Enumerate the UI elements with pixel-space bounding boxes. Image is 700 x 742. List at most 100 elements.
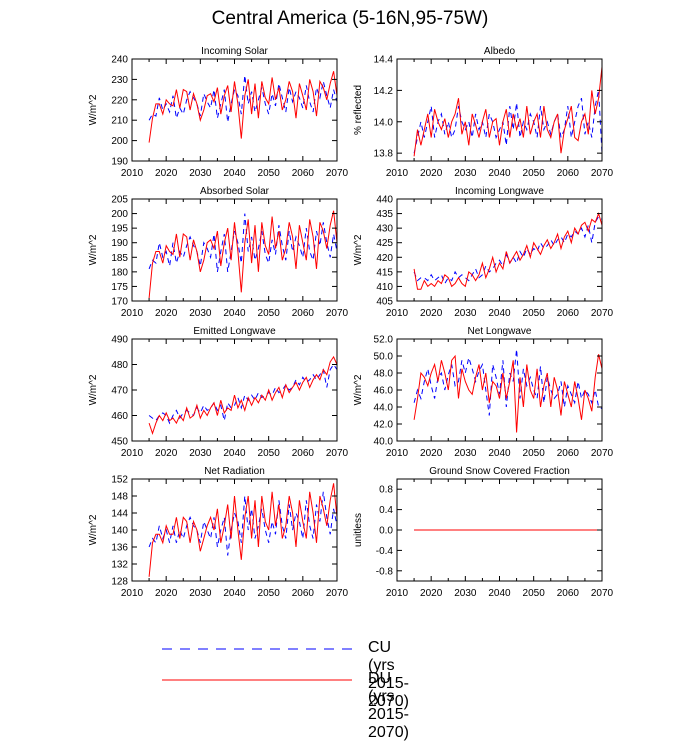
y-tick-label: 0.0 — [379, 526, 393, 537]
legend-label-du: DU (yrs 2015-2070) — [368, 670, 409, 741]
x-tick-label: 2010 — [386, 308, 409, 319]
y-tick-label: 200 — [111, 209, 128, 220]
x-tick-label: 2070 — [591, 308, 614, 319]
plot-frame — [131, 198, 338, 302]
plot-frame — [396, 338, 603, 442]
panel-title: Ground Snow Covered Fraction — [429, 466, 570, 477]
x-tick-label: 2030 — [454, 168, 477, 179]
series-line-du — [148, 483, 337, 577]
x-tick-label: 2020 — [155, 448, 178, 459]
x-tick-label: 2040 — [223, 308, 246, 319]
y-tick-label: 148 — [111, 492, 128, 503]
y-tick-label: 132 — [111, 560, 128, 571]
x-tick-label: 2050 — [523, 168, 546, 179]
y-tick-label: 450 — [111, 437, 128, 448]
x-tick-label: 2070 — [591, 168, 614, 179]
x-tick-label: 2040 — [223, 448, 246, 459]
y-tick-label: 48.0 — [374, 369, 394, 380]
panel-title: Net Longwave — [468, 326, 532, 337]
y-tick-label: 14.4 — [374, 55, 394, 66]
x-tick-label: 2070 — [326, 588, 349, 599]
y-tick-label: 14.0 — [374, 117, 394, 128]
y-tick-label: 170 — [111, 297, 128, 308]
x-tick-label: 2070 — [591, 588, 614, 599]
y-axis-label: unitless — [353, 513, 364, 547]
x-tick-label: 2050 — [258, 168, 281, 179]
x-tick-label: 2040 — [223, 168, 246, 179]
x-tick-label: 2050 — [523, 308, 546, 319]
y-tick-label: 195 — [111, 224, 128, 235]
x-tick-label: 2010 — [121, 448, 144, 459]
series-line-cu — [148, 363, 337, 425]
plot-frame — [131, 338, 338, 442]
y-tick-label: 415 — [376, 267, 393, 278]
series-line-du — [148, 71, 337, 143]
panel-title: Incoming Longwave — [455, 186, 544, 197]
series-line-cu — [148, 75, 337, 123]
x-tick-label: 2020 — [420, 588, 443, 599]
x-tick-label: 2070 — [591, 448, 614, 459]
series-line-du — [413, 66, 602, 157]
x-tick-label: 2040 — [488, 308, 511, 319]
y-tick-label: 460 — [111, 411, 128, 422]
y-tick-label: 425 — [376, 238, 393, 249]
x-tick-label: 2030 — [189, 448, 212, 459]
x-tick-label: 2030 — [454, 308, 477, 319]
legend-samples — [162, 648, 352, 681]
x-tick-label: 2020 — [420, 168, 443, 179]
panel-title: Incoming Solar — [201, 46, 268, 57]
y-tick-label: 435 — [376, 209, 393, 220]
x-tick-label: 2040 — [488, 448, 511, 459]
x-tick-label: 2020 — [155, 308, 178, 319]
series-line-cu — [413, 349, 602, 416]
x-tick-label: 2060 — [292, 308, 315, 319]
y-tick-label: 52.0 — [374, 335, 394, 346]
x-tick-label: 2070 — [326, 168, 349, 179]
panel-title: Albedo — [484, 46, 516, 57]
y-axis-label: W/m^2 — [88, 374, 99, 405]
y-tick-label: 136 — [111, 543, 128, 554]
x-tick-label: 2020 — [420, 308, 443, 319]
x-tick-label: 2010 — [121, 588, 144, 599]
x-tick-label: 2010 — [386, 588, 409, 599]
x-tick-label: 2050 — [258, 308, 281, 319]
series-line-du — [148, 355, 337, 435]
x-tick-label: 2060 — [292, 448, 315, 459]
x-tick-label: 2010 — [386, 448, 409, 459]
x-tick-label: 2030 — [454, 588, 477, 599]
chart-figure: Incoming Solar W/m^2 190 200 210 220 230 240 201… — [88, 46, 614, 681]
y-tick-label: 220 — [111, 95, 128, 106]
y-tick-label: 13.8 — [374, 149, 394, 160]
x-tick-label: 2070 — [326, 448, 349, 459]
y-tick-label: 410 — [376, 282, 393, 293]
y-tick-label: 152 — [111, 475, 128, 486]
x-tick-label: 2030 — [189, 308, 212, 319]
panel-title: Net Radiation — [204, 466, 265, 477]
y-tick-label: -0.8 — [376, 566, 394, 577]
y-tick-label: 200 — [111, 136, 128, 147]
y-tick-label: 42.0 — [374, 420, 394, 431]
y-tick-label: 490 — [111, 335, 128, 346]
x-tick-label: 2010 — [121, 308, 144, 319]
y-tick-label: 14.2 — [374, 86, 394, 97]
panel-7: Net Radiation W/m^2 128 132 136 140 144 148 152 2… — [88, 466, 349, 599]
x-tick-label: 2010 — [386, 168, 409, 179]
x-tick-label: 2060 — [557, 588, 580, 599]
x-tick-label: 2050 — [258, 448, 281, 459]
panel-6: Net Longwave W/m^2 40.0 42.0 44.0 46.0 48.0 50.… — [353, 326, 614, 459]
x-tick-label: 2050 — [523, 448, 546, 459]
y-tick-label: 420 — [376, 253, 393, 264]
x-tick-label: 2060 — [557, 308, 580, 319]
y-tick-label: 44.0 — [374, 403, 394, 414]
y-tick-label: 405 — [376, 297, 393, 308]
y-tick-label: 0.4 — [379, 505, 393, 516]
panel-2: Albedo % reflected 13.8 14.0 14.2 14.4 2010 202… — [353, 46, 614, 179]
figure-title: Central America (5-16N,95-75W) — [211, 8, 489, 29]
x-tick-label: 2060 — [557, 168, 580, 179]
x-tick-label: 2040 — [223, 588, 246, 599]
x-tick-label: 2040 — [488, 588, 511, 599]
x-tick-label: 2060 — [292, 588, 315, 599]
y-tick-label: 46.0 — [374, 386, 394, 397]
y-tick-label: -0.4 — [376, 546, 394, 557]
x-tick-label: 2030 — [189, 168, 212, 179]
